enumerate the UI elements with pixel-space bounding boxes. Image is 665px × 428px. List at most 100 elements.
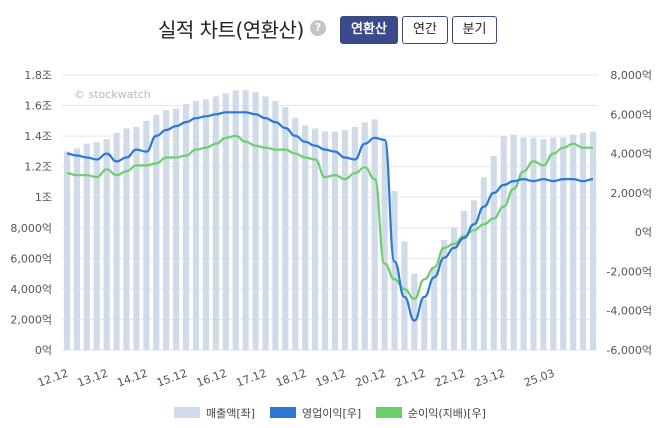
revenue-bar <box>282 107 289 350</box>
help-icon[interactable]: ? <box>310 20 326 36</box>
legend: 매출액[좌] 영업이익[우] 순이익(지배)[우] <box>0 402 665 422</box>
x-tick-label: 22.12 <box>433 367 467 390</box>
revenue-bar <box>173 108 180 350</box>
revenue-bar <box>480 177 487 350</box>
revenue-bar <box>401 241 408 350</box>
revenue-bar <box>252 91 259 351</box>
right-tick-label: -2,000억 <box>606 265 652 278</box>
revenue-bar <box>113 133 120 350</box>
right-tick-label: 4,000억 <box>610 148 652 161</box>
revenue-bar <box>321 131 329 350</box>
annualized-button[interactable]: 연환산 <box>340 16 398 44</box>
quarterly-button[interactable]: 분기 <box>452 16 497 44</box>
revenue-bar <box>262 96 269 350</box>
performance-chart: 0억 2,000억 4,000억 6,000억 8,000억 1조 1.2조 1.4조 1.6조… <box>10 69 652 390</box>
chart-title: 실적 차트(연환산) <box>158 18 304 42</box>
right-tick-label: 8,000억 <box>610 69 652 82</box>
x-tick-label: 18.12 <box>274 367 308 390</box>
revenue-bar <box>431 269 438 350</box>
x-tick-label: 19.12 <box>314 367 348 390</box>
revenue-bar <box>421 299 428 350</box>
x-tick-label: 17.12 <box>234 367 268 390</box>
revenue-bar <box>302 125 309 351</box>
revenue-bar <box>500 136 507 350</box>
right-tick-label: 0억 <box>635 226 652 239</box>
revenue-bars <box>63 90 597 351</box>
revenue-bar <box>510 134 517 350</box>
legend-item-operating[interactable]: 영업이익[우] <box>270 405 361 420</box>
revenue-bar <box>589 131 597 350</box>
revenue-swatch-icon <box>174 407 200 418</box>
revenue-bar <box>63 151 71 350</box>
revenue-bar <box>530 137 537 350</box>
profit-lines <box>66 111 594 322</box>
revenue-bar <box>153 114 160 350</box>
revenue-bar <box>292 117 299 351</box>
revenue-bar <box>123 128 130 350</box>
revenue-bar <box>93 142 100 350</box>
revenue-bar <box>73 148 80 350</box>
left-tick-label: 1.2조 <box>24 161 52 174</box>
x-axis: 12.12 13.12 14.12 15.12 16.12 17.12 18.12 19.12… <box>36 367 556 390</box>
x-tick-label: 25.03 <box>522 367 556 390</box>
chart-header: 실적 차트(연환산) ? 연환산 연간 분기 <box>0 0 665 60</box>
x-tick-label: 13.12 <box>76 367 110 390</box>
revenue-bar <box>450 227 458 350</box>
left-tick-label: 6,000억 <box>10 252 52 265</box>
revenue-bar <box>470 200 478 350</box>
revenue-bar <box>212 96 219 350</box>
revenue-bar <box>192 100 200 350</box>
revenue-bar <box>560 137 567 350</box>
left-tick-label: 0억 <box>35 344 52 357</box>
left-tick-label: 1.4조 <box>24 130 52 143</box>
left-tick-label: 2,000억 <box>10 313 52 326</box>
revenue-bar <box>331 131 339 350</box>
yearly-button[interactable]: 연간 <box>402 16 448 44</box>
grid-lines <box>62 74 598 351</box>
revenue-bar <box>341 130 348 350</box>
net-swatch-icon <box>376 407 402 418</box>
revenue-bar <box>441 240 448 350</box>
operating-income-line <box>66 111 594 322</box>
operating-swatch-icon <box>270 407 296 418</box>
x-tick-label: 15.12 <box>155 367 189 390</box>
revenue-bar <box>232 90 239 351</box>
left-tick-label: 4,000억 <box>10 283 52 296</box>
revenue-bar <box>242 90 249 351</box>
revenue-bar <box>143 120 150 350</box>
revenue-bar <box>202 99 210 350</box>
left-tick-label: 1.6조 <box>24 100 52 113</box>
right-tick-label: 6,000억 <box>610 108 652 121</box>
revenue-bar <box>163 110 170 350</box>
revenue-bar <box>361 122 368 350</box>
revenue-bar <box>381 140 388 350</box>
revenue-bar <box>411 273 418 350</box>
revenue-bar <box>391 191 398 350</box>
left-tick-label: 1조 <box>35 191 52 204</box>
legend-item-revenue[interactable]: 매출액[좌] <box>174 405 255 420</box>
revenue-bar <box>83 143 90 350</box>
x-tick-label: 23.12 <box>473 367 507 390</box>
revenue-bar <box>133 126 140 350</box>
legend-item-net[interactable]: 순이익(지배)[우] <box>376 405 486 420</box>
x-tick-label: 16.12 <box>195 367 229 390</box>
revenue-bar <box>540 139 547 350</box>
revenue-bar <box>570 134 577 350</box>
revenue-bar <box>490 155 497 350</box>
left-axis: 0억 2,000억 4,000억 6,000억 8,000억 1조 1.2조 1.4조 1.6조… <box>10 69 52 357</box>
right-tick-label: -6,000억 <box>606 344 652 357</box>
revenue-bar <box>312 128 319 350</box>
revenue-bar <box>520 137 527 350</box>
revenue-bar <box>580 133 587 350</box>
right-tick-label: -4,000억 <box>606 305 652 318</box>
right-tick-label: 2,000억 <box>610 187 652 200</box>
net-income-line <box>66 134 593 301</box>
x-tick-label: 14.12 <box>115 367 149 390</box>
x-tick-label: 20.12 <box>354 367 388 390</box>
left-tick-label: 1.8조 <box>24 69 52 82</box>
revenue-bar <box>371 119 378 350</box>
revenue-bar <box>222 93 229 351</box>
revenue-bar <box>550 137 557 350</box>
right-axis: -6,000억 -4,000억 -2,000억 0억 2,000억 4,000억 6,000… <box>606 69 652 357</box>
x-tick-label: 12.12 <box>36 367 70 390</box>
